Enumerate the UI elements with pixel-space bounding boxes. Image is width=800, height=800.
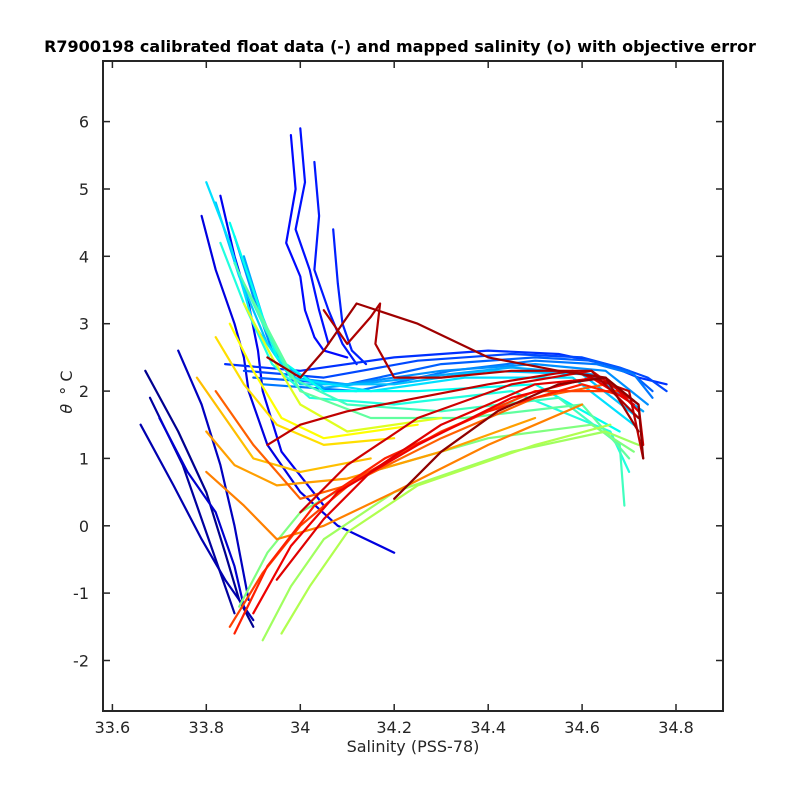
series-line-9 — [294, 127, 330, 345]
x-tick-label-7: 34.8 — [658, 718, 694, 737]
x-tick-label-5: 34.4 — [470, 718, 506, 737]
series-line-32 — [205, 403, 584, 541]
series-line-29 — [214, 336, 396, 446]
y-tick-label-8: 5 — [79, 180, 89, 199]
x-tick-label-6: 34.6 — [564, 718, 600, 737]
y-tick-label-4: 1 — [79, 449, 89, 468]
y-axis-label: θ ° C — [57, 370, 76, 413]
plot-area-frame — [102, 60, 724, 712]
x-tick-label-4: 34.2 — [376, 718, 412, 737]
y-tick-label-1: -2 — [73, 652, 89, 671]
series-line-2 — [148, 396, 236, 615]
series-line-5 — [158, 416, 245, 608]
series-line-27 — [242, 302, 443, 433]
y-axis-label-unit: ° C — [57, 370, 76, 394]
y-tick-label-9: 6 — [79, 113, 89, 132]
y-tick-label-5: 2 — [79, 382, 89, 401]
series-line-11 — [332, 228, 368, 366]
x-axis-label: Salinity (PSS-78) — [347, 737, 480, 756]
series-line-26 — [280, 423, 612, 635]
series-line-13 — [242, 352, 668, 393]
series-line-42 — [393, 376, 645, 500]
series-line-30 — [195, 376, 372, 473]
series-line-8 — [285, 134, 349, 359]
x-tick-label-3: 34 — [290, 718, 310, 737]
series-layer — [139, 127, 668, 642]
plot-clip-group — [139, 127, 668, 642]
y-tick-label-7: 4 — [79, 247, 89, 266]
series-line-41 — [266, 302, 640, 433]
series-line-10 — [313, 160, 358, 366]
series-line-4 — [177, 349, 250, 602]
y-tick-label-2: -1 — [73, 584, 89, 603]
x-tick-label-2: 33.8 — [188, 718, 224, 737]
chart-title: R7900198 calibrated float data (-) and m… — [44, 37, 756, 56]
series-line-35 — [233, 383, 631, 635]
series-line-31 — [205, 416, 537, 487]
y-tick-label-3: 0 — [79, 517, 89, 536]
y-axis-label-symbol: θ — [57, 404, 76, 414]
series-line-28 — [228, 322, 419, 440]
x-tick-label-1: 33.6 — [95, 718, 131, 737]
y-tick-label-6: 3 — [79, 315, 89, 334]
series-line-40 — [322, 302, 640, 420]
